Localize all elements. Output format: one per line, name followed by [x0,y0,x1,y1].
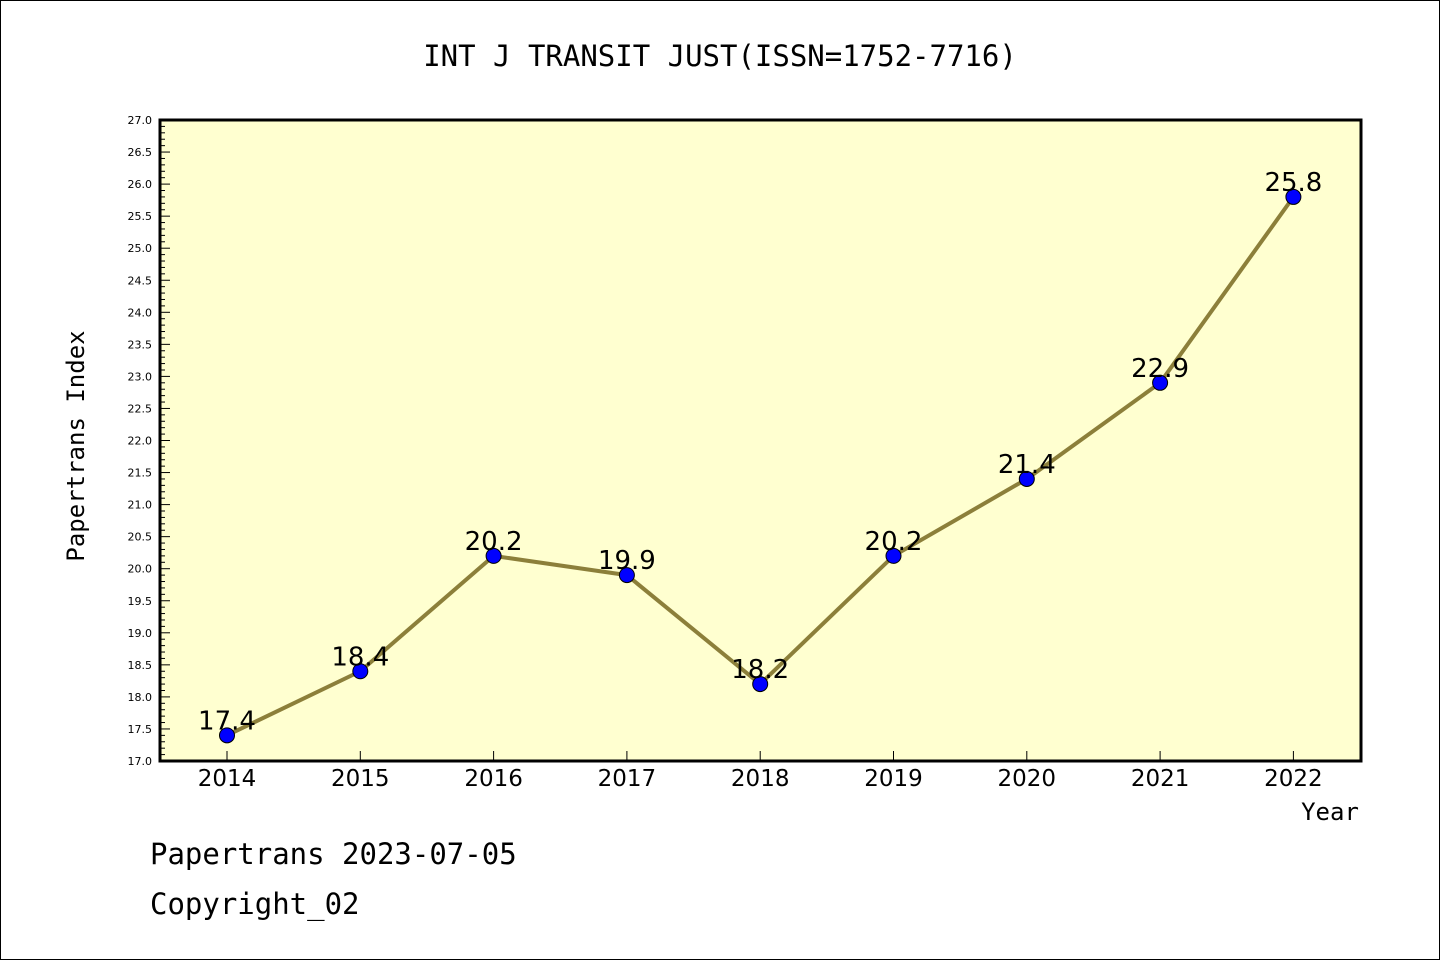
y-tick-label: 22.0 [128,435,153,448]
y-tick-label: 25.5 [128,210,153,223]
data-point [1018,470,1035,487]
x-tick-label: 2014 [198,766,257,792]
data-point [1152,374,1169,391]
y-tick-label: 26.5 [128,146,153,159]
series-group: 17.4 18.4 20.2 19.9 18.2 20.2 21.4 22.9 25.8 [198,168,1322,744]
x-tick-label: 2018 [731,766,790,792]
y-tick-label: 22.5 [128,402,153,415]
x-tick-label: 2020 [998,766,1057,792]
y-tick-label: 18.0 [128,691,153,704]
x-tick-label: 2021 [1131,766,1190,792]
y-axis: 17.0 17.5 18.0 18.5 19.0 19.5 20.0 20.5 21.0 21.5… [128,114,170,768]
y-tick-label: 27.0 [128,114,153,127]
data-point [1285,188,1302,205]
data-label: 18.2 [731,655,789,685]
data-label: 20.2 [865,527,923,557]
data-label: 19.9 [598,546,656,576]
y-axis-label: Papertrans Index [62,330,90,561]
y-tick-label: 24.5 [128,274,153,287]
x-tick-label: 2017 [598,766,657,792]
data-point [885,547,902,564]
x-tick-label: 2016 [464,766,523,792]
x-tick-label: 2015 [331,766,390,792]
x-tick-label: 2022 [1264,766,1323,792]
data-point [219,727,235,744]
y-tick-label: 26.0 [128,178,153,191]
chart-title: INT J TRANSIT JUST(ISSN=1752-7716) [423,39,1017,73]
y-tick-label: 23.0 [128,370,153,383]
y-tick-label: 21.5 [128,467,153,480]
data-label: 20.2 [465,527,523,557]
y-tick-label: 24.0 [128,306,153,319]
data-label: 22.9 [1131,354,1189,384]
data-point [752,676,769,693]
y-tick-label: 20.5 [128,531,153,544]
y-tick-label: 19.0 [128,627,153,640]
y-tick-label: 17.0 [128,755,153,768]
data-point [618,567,635,584]
footer-date: Papertrans 2023-07-05 [150,837,517,871]
data-point [485,547,502,564]
data-point [352,663,369,680]
y-tick-label: 23.5 [128,338,153,351]
y-tick-label: 18.5 [128,659,153,672]
x-tick-label: 2019 [864,766,923,792]
data-label: 17.4 [198,706,256,736]
y-tick-label: 17.5 [128,723,153,736]
y-tick-label: 19.5 [128,595,153,608]
y-tick-label: 20.0 [128,563,153,576]
x-axis: 2014 2015 2016 2017 2018 2019 2020 2021 2022 [198,751,1323,792]
x-axis-label: Year [1301,798,1359,826]
y-tick-label: 21.0 [128,499,153,512]
footer-copyright: Copyright_02 [150,887,360,922]
data-label: 21.4 [998,450,1056,480]
plot-area [158,118,1363,763]
data-label: 18.4 [331,642,389,672]
data-label: 25.8 [1264,168,1322,198]
y-tick-label: 25.0 [128,242,153,255]
